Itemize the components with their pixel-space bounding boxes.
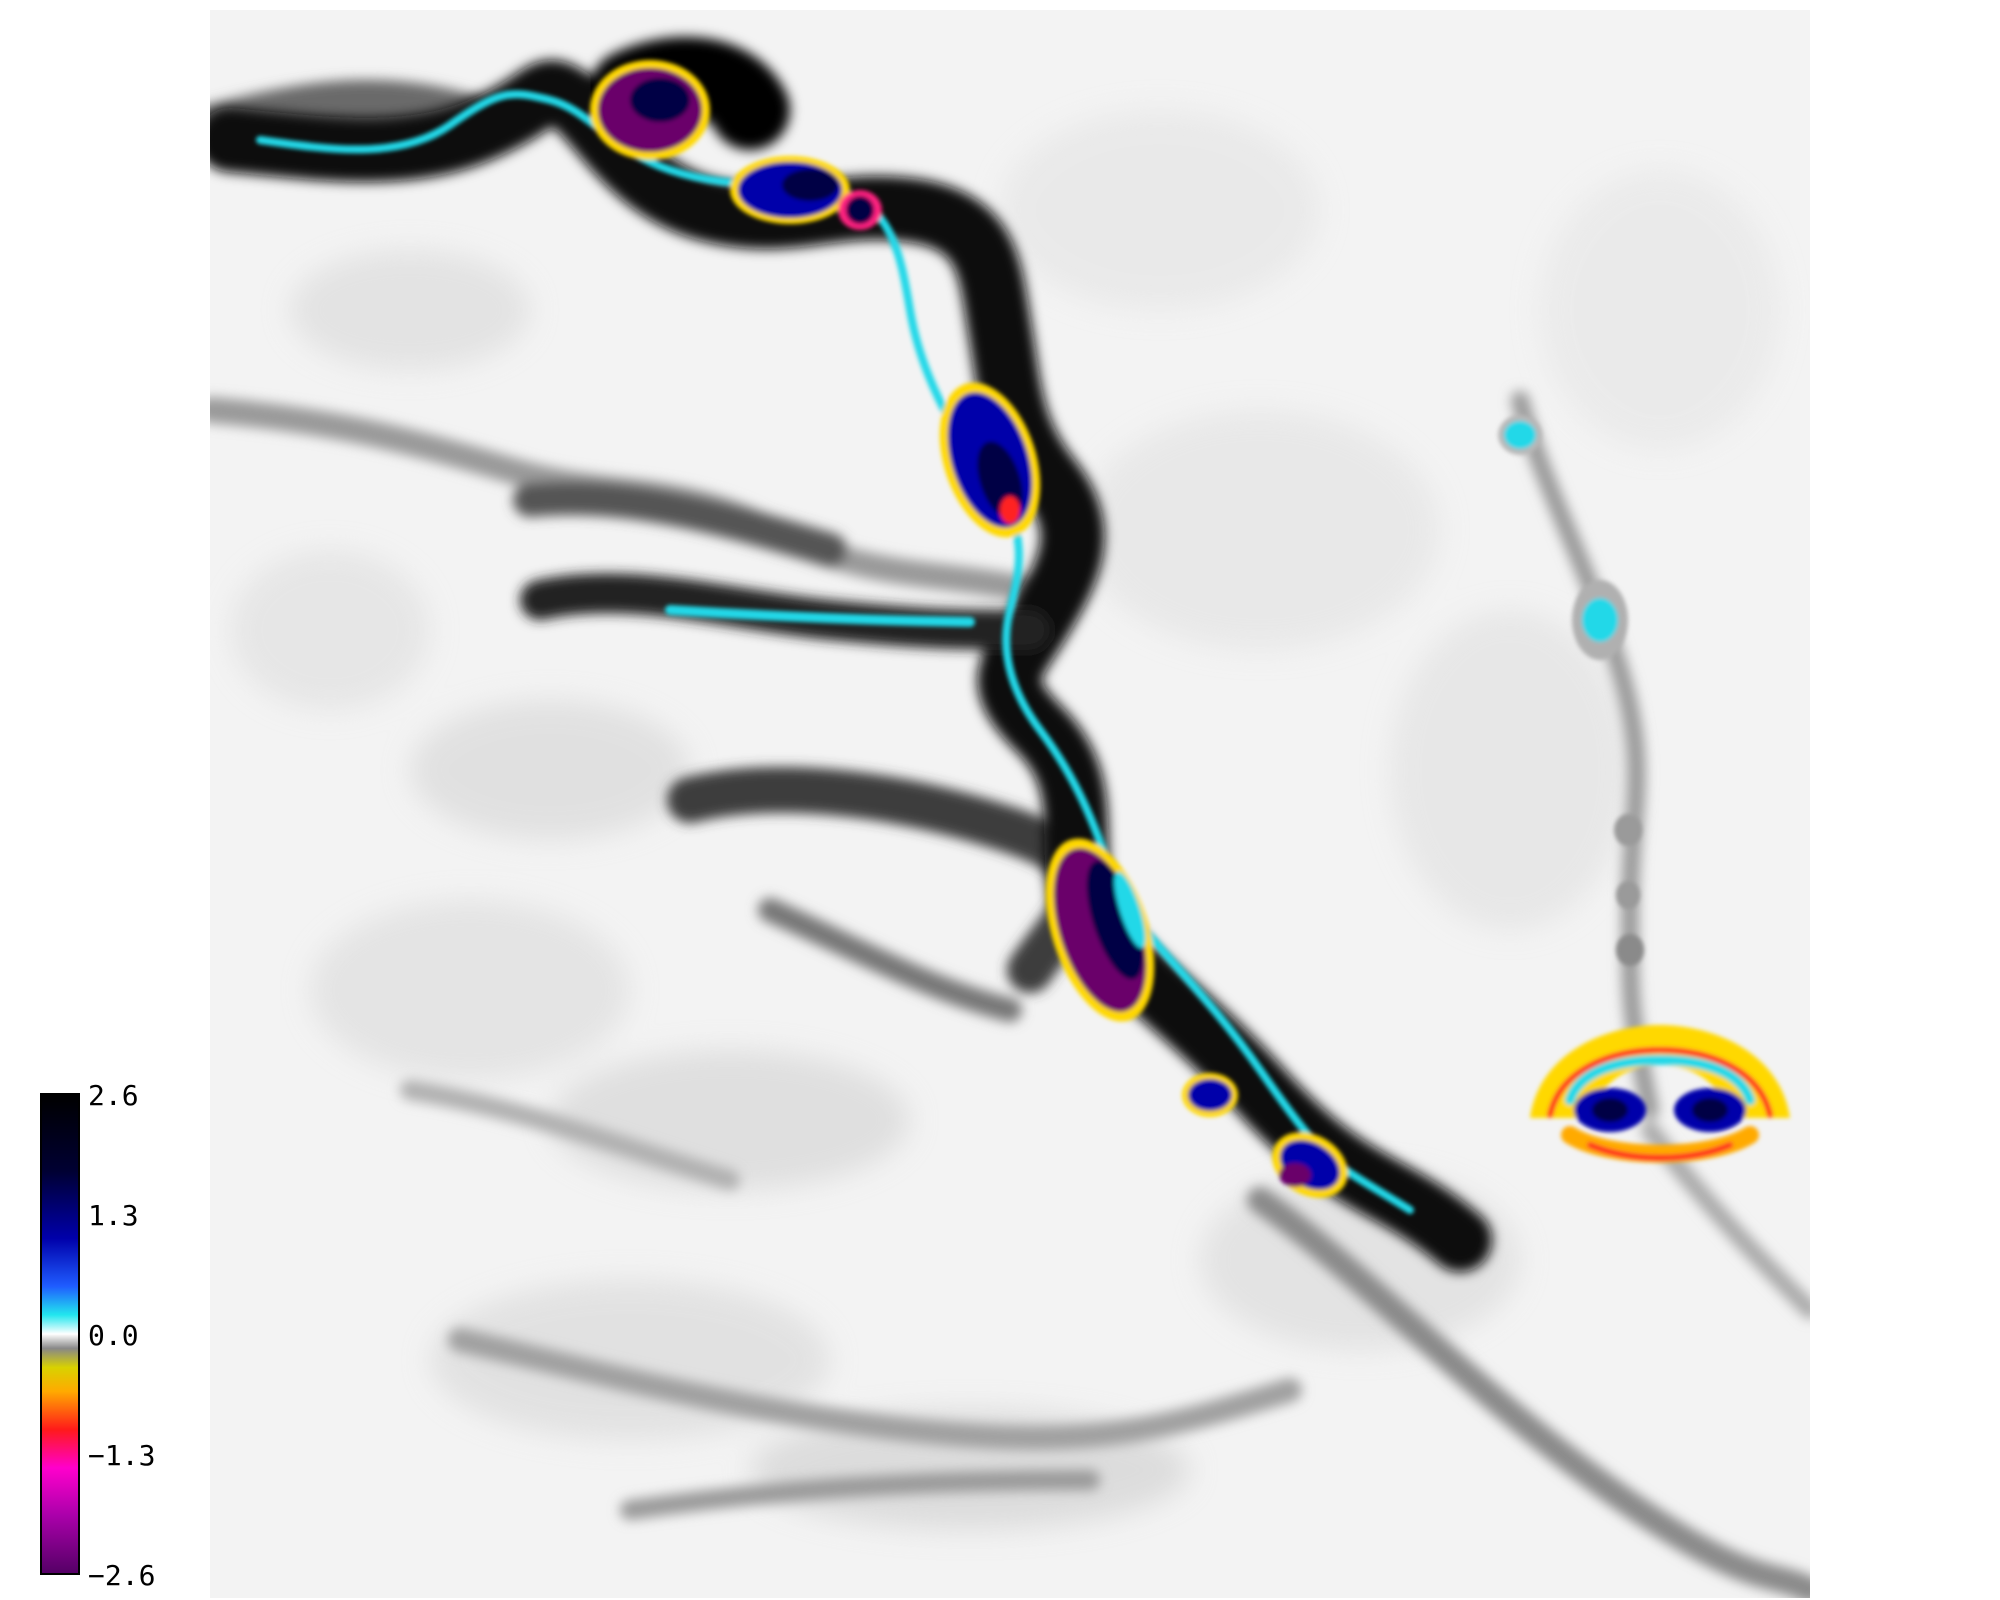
- colorbar-tick-max: 2.6: [88, 1079, 139, 1112]
- colorbar-tick-lower: −1.3: [88, 1439, 156, 1472]
- colorbar-fill: [42, 1095, 78, 1573]
- colorbar-tick-min: −2.6: [88, 1559, 156, 1592]
- colored-features: [256, 60, 1790, 1214]
- colorbar-tick-zero: 0.0: [88, 1319, 139, 1352]
- colorbar-tick-upper: 1.3: [88, 1199, 139, 1232]
- field-image: [210, 10, 1810, 1598]
- field-image-svg: [210, 10, 1810, 1598]
- colorbar: [40, 1093, 80, 1575]
- colorbar-gradient: [42, 1095, 78, 1573]
